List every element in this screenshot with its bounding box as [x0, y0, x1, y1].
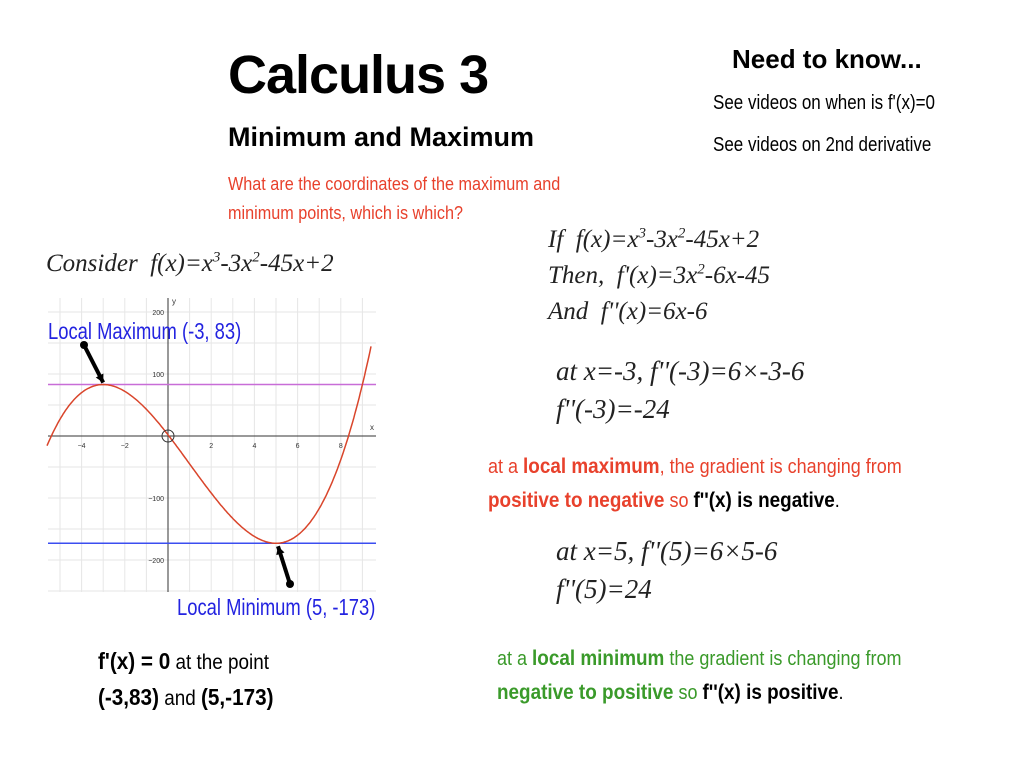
y-axis-label: y [172, 297, 176, 306]
y-tick-label: 100 [152, 372, 164, 379]
emphasis: (5,-173) [201, 684, 274, 710]
text: so [673, 682, 703, 704]
word: If [548, 226, 564, 253]
local-minimum-label: Local Minimum (5, -173) [177, 594, 376, 620]
expr: -6x-45 [704, 262, 771, 289]
derivation-line-fprime: Then, f'(x)=3x2-6x-45 [548, 258, 770, 294]
text: at the point [170, 651, 269, 674]
text: and [158, 687, 202, 710]
text: the gradient is changing from [664, 648, 902, 670]
eval-line: f''(-3)=-24 [556, 394, 670, 424]
exponent: 2 [252, 249, 260, 266]
question-line: minimum points, which is which? [228, 203, 463, 223]
eval-line: f''(5)=24 [556, 574, 652, 604]
text: . [834, 490, 840, 512]
text: so [664, 490, 694, 512]
y-tick-label: −100 [148, 496, 164, 503]
expr: f(x)=x [575, 226, 639, 253]
word: And [548, 298, 589, 325]
y-tick-label: −200 [148, 558, 164, 565]
x-tick-label: 4 [252, 443, 256, 450]
emphasis: f''(x) is positive [702, 681, 839, 704]
derivation-line-f: If f(x)=x3-3x2-45x+2 [548, 222, 770, 258]
consider-label: Consider [46, 250, 138, 277]
text: at a [497, 648, 533, 670]
eval-line: at x=-3, f''(-3)=6×-3-6 [556, 356, 805, 386]
text: . [838, 682, 844, 704]
expr: -45x+2 [259, 250, 334, 277]
need-to-know-item: See videos on when is f'(x)=0 [713, 92, 936, 114]
eval-line: at x=5, f''(5)=6×5-6 [556, 536, 778, 566]
min-evaluation: at x=5, f''(5)=6×5-6 f''(5)=24 [556, 532, 777, 608]
emphasis: positive to negative [488, 489, 665, 512]
emphasis: (-3,83) [98, 684, 159, 710]
emphasis: f''(x) is negative [693, 489, 835, 512]
emphasis: f'(x) = 0 [98, 648, 171, 674]
expr: f(x)=x [150, 250, 213, 277]
expr: f''(x)=6x-6 [600, 298, 708, 325]
x-axis-label: x [370, 423, 374, 432]
text: at a [488, 456, 524, 478]
page-subtitle: Minimum and Maximum [228, 122, 535, 152]
expr: -3x [220, 250, 253, 277]
function-curve [46, 346, 372, 545]
min-arrow-head [276, 546, 285, 556]
x-tick-label: 8 [339, 443, 343, 450]
text: , the gradient is changing from [659, 456, 902, 478]
x-tick-label: 6 [296, 443, 300, 450]
question-text: What are the coordinates of the maximum … [228, 170, 560, 228]
emphasis: local maximum [523, 455, 660, 478]
max-evaluation: at x=-3, f''(-3)=6×-3-6 f''(-3)=-24 [556, 352, 804, 428]
expr: f'(x)=3x [616, 262, 698, 289]
emphasis: negative to positive [497, 681, 674, 704]
min-statement: at a local minimum the gradient is chang… [497, 642, 902, 710]
x-tick-label: −2 [121, 443, 129, 450]
emphasis: local minimum [532, 647, 665, 670]
expr: -3x [645, 226, 678, 253]
question-line: What are the coordinates of the maximum … [228, 174, 561, 194]
word: Then, [548, 262, 605, 289]
need-to-know-heading: Need to know... [732, 44, 922, 74]
x-tick-label: 2 [209, 443, 213, 450]
consider-function: Consider f(x)=x3-3x2-45x+2 [46, 250, 334, 278]
expr: -45x+2 [685, 226, 760, 253]
need-to-know-item: See videos on 2nd derivative [713, 134, 932, 156]
exponent: 2 [677, 225, 686, 242]
min-arrow-tail [286, 580, 294, 588]
local-maximum-label: Local Maximum (-3, 83) [48, 318, 242, 344]
x-tick-label: −4 [78, 443, 86, 450]
y-tick-label: 200 [152, 310, 164, 317]
derivation-block: If f(x)=x3-3x2-45x+2 Then, f'(x)=3x2-6x-… [548, 222, 770, 330]
derivation-line-fdoubleprime: And f''(x)=6x-6 [548, 294, 770, 330]
page-title: Calculus 3 [228, 45, 489, 105]
exponent: 2 [697, 261, 705, 278]
exponent: 3 [212, 249, 221, 266]
max-statement: at a local maximum, the gradient is chan… [488, 450, 902, 518]
max-arrow-head [95, 373, 104, 383]
fprime-zero-note: f'(x) = 0 at the point (-3,83) and (5,-1… [98, 644, 274, 716]
origin-circle [161, 429, 175, 443]
max-arrow-tail [80, 341, 88, 349]
exponent: 3 [638, 225, 646, 242]
